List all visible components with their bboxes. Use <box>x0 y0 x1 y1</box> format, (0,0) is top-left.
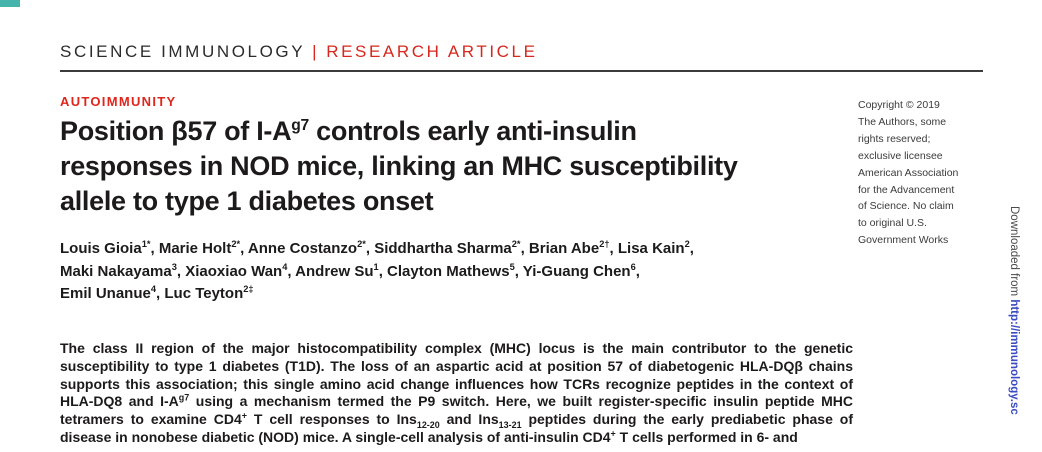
author-list: Louis Gioia1*, Marie Holt2*, Anne Costan… <box>60 238 694 306</box>
journal-name: SCIENCE IMMUNOLOGY <box>60 42 306 61</box>
watermark-link[interactable]: http://immunology.sc <box>1008 299 1020 415</box>
author-line-2: Maki Nakayama3, Xiaoxiao Wan4, Andrew Su… <box>60 261 640 280</box>
author-line-1: Louis Gioia1*, Marie Holt2*, Anne Costan… <box>60 239 694 257</box>
article-type-label: RESEARCH ARTICLE <box>326 42 538 61</box>
title-line-2: responses in NOD mice, linking an MHC su… <box>60 151 738 181</box>
watermark-prefix: Downloaded from <box>1008 206 1020 300</box>
masthead: SCIENCE IMMUNOLOGY | RESEARCH ARTICLE <box>60 42 538 62</box>
copyright-notice: Copyright © 2019 The Authors, some right… <box>858 99 959 247</box>
title-line-3: allele to type 1 diabetes onset <box>60 186 434 216</box>
download-watermark: Downloaded from http://immunology.sc <box>1008 206 1020 452</box>
masthead-separator: | <box>312 42 320 61</box>
article-title: Position β57 of I-Ag7 controls early ant… <box>60 114 738 219</box>
abstract-text: The class II region of the major histoco… <box>60 340 853 445</box>
title-line-1: Position β57 of I-Ag7 controls early ant… <box>60 116 637 146</box>
masthead-rule <box>60 70 983 72</box>
author-line-3: Emil Unanue4, Luc Teyton2‡ <box>60 284 254 302</box>
section-label: AUTOIMMUNITY <box>60 94 177 109</box>
corner-mark <box>0 0 20 7</box>
